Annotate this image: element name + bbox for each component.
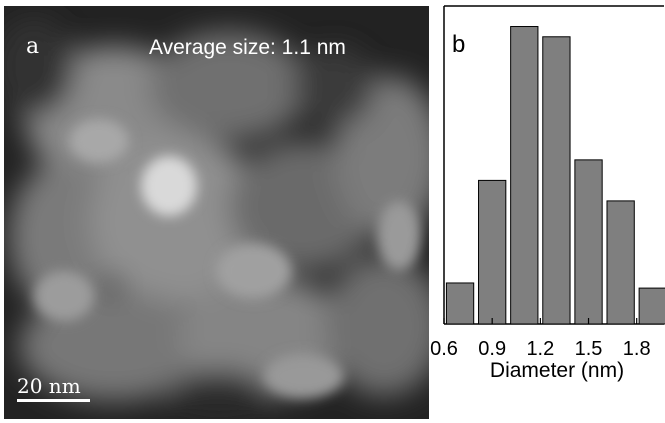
histogram-bar — [606, 200, 635, 325]
histogram-bar — [574, 159, 603, 325]
x-axis-label: Diameter (nm) — [490, 359, 624, 382]
histogram-bar — [542, 36, 571, 325]
histogram-bar — [638, 287, 665, 325]
histogram-bar — [510, 26, 539, 325]
x-tick-label: 0.6 — [430, 338, 458, 360]
x-tick-label: 1.2 — [526, 338, 554, 360]
x-tick-label: 1.5 — [575, 338, 603, 360]
scale-bar — [17, 399, 90, 402]
x-tick-label: 1.8 — [623, 338, 651, 360]
panel-b-label: b — [452, 31, 465, 58]
micrograph-image — [4, 6, 429, 419]
scale-bar-label: 20 nm — [17, 374, 81, 398]
average-size-annotation: Average size: 1.1 nm — [149, 36, 346, 59]
panel-a-label: a — [26, 34, 40, 59]
x-tick-label: 0.9 — [478, 338, 506, 360]
histogram-bar — [445, 282, 475, 325]
histogram-bar — [478, 179, 507, 325]
micrograph-panel: a Average size: 1.1 nm 20 nm — [4, 6, 429, 419]
